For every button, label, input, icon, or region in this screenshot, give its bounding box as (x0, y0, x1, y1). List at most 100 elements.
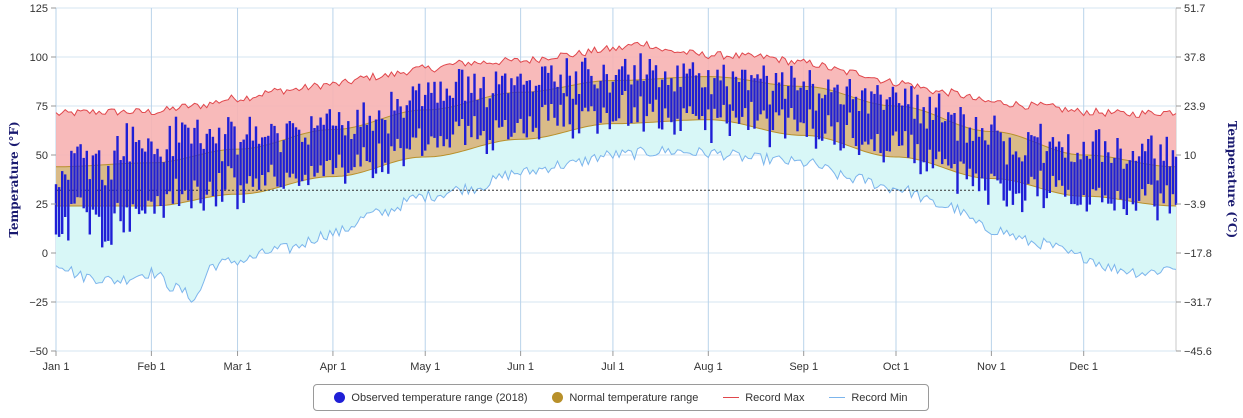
observed-bar (565, 58, 568, 97)
observed-bar (436, 102, 439, 148)
record-max-line (55, 40, 1177, 118)
observed-bar (907, 104, 910, 158)
observed-bar (285, 123, 288, 173)
observed-bar (928, 96, 931, 150)
observed-bar (830, 92, 833, 127)
x-tick-label: Mar 1 (223, 361, 251, 373)
observed-bar (528, 80, 531, 117)
observed-bar (1137, 156, 1141, 201)
observed-bar (888, 97, 891, 152)
observed-bar (891, 86, 895, 136)
observed-bar (971, 140, 975, 187)
observed-range-bars (54, 53, 1178, 248)
observed-bar (645, 74, 648, 117)
observed-bar (328, 109, 331, 161)
y2-tick-label: −17.8 (1184, 248, 1212, 260)
observed-bar (1008, 137, 1011, 191)
observed-bar (227, 117, 230, 167)
observed-bar (848, 79, 851, 113)
observed-bar (519, 73, 522, 119)
legend-normal-label: Normal temperature range (569, 391, 699, 404)
observed-bar (251, 140, 255, 187)
observed-bar (1064, 157, 1067, 197)
x-tick-label: Dec 1 (1069, 361, 1098, 373)
observed-bar (654, 65, 658, 100)
legend-item-record-min[interactable]: Record Min (829, 392, 908, 404)
observed-bar (1039, 123, 1042, 171)
observed-bar (1027, 132, 1030, 184)
x-tick-label: Nov 1 (977, 361, 1006, 373)
observed-bar (368, 115, 371, 163)
observed-bar (282, 140, 285, 189)
observed-bar (1122, 168, 1125, 210)
observed-bar (919, 123, 922, 175)
observed-bar (894, 92, 898, 132)
observed-bar (301, 141, 304, 182)
observed-bar (1082, 141, 1085, 195)
observed-bar (279, 152, 282, 188)
observed-bar (990, 124, 993, 174)
observed-bar (1162, 160, 1165, 204)
legend-observed-marker (334, 392, 346, 403)
observed-bar (956, 140, 959, 194)
observed-bar (119, 160, 122, 222)
observed-bar (793, 77, 796, 120)
observed-bar (199, 143, 202, 204)
observed-bar (377, 110, 381, 144)
observed-bar (454, 81, 458, 122)
observed-bar (396, 99, 399, 139)
legend-record-max-marker (723, 397, 740, 398)
observed-bar (344, 135, 347, 184)
observed-bar (1131, 151, 1135, 205)
observed-bar (144, 151, 147, 214)
observed-bar (507, 93, 510, 140)
observed-bar (153, 154, 156, 214)
legend-item-observed[interactable]: Observed temperature range (2018) (334, 392, 528, 404)
observed-bar (1051, 137, 1055, 176)
observed-bar (897, 103, 901, 146)
observed-bar (771, 90, 775, 131)
x-tick-label: Aug 1 (694, 361, 723, 373)
observed-bar (685, 73, 688, 113)
x-tick-label: Jul 1 (601, 361, 624, 373)
observed-bar (1045, 151, 1048, 199)
observed-bar (1002, 141, 1005, 201)
observed-bar (977, 136, 981, 192)
observed-bar (630, 84, 633, 124)
observed-bar (387, 133, 390, 174)
observed-bar (427, 82, 430, 145)
observed-bar (451, 97, 455, 135)
observed-bar (550, 65, 553, 104)
observed-bar (950, 114, 953, 169)
observed-bar (424, 94, 427, 151)
legend-item-normal[interactable]: Normal temperature range (552, 392, 698, 404)
observed-bar (497, 84, 501, 128)
observed-bar (922, 107, 925, 163)
observed-bar (516, 76, 519, 123)
observed-bar (371, 130, 375, 179)
observed-bar (559, 74, 562, 105)
legend-item-record-max[interactable]: Record Max (723, 392, 804, 404)
observed-bar (156, 148, 159, 197)
observed-bar (1024, 155, 1027, 201)
observed-bar (697, 73, 701, 120)
observed-bar (137, 140, 141, 215)
observed-bar (1156, 180, 1159, 221)
observed-bar (245, 134, 248, 184)
observed-bar (211, 136, 215, 196)
observed-bar (1097, 129, 1101, 188)
legend-record-min-marker (829, 397, 846, 398)
observed-bar (362, 102, 365, 148)
observed-bar (544, 66, 547, 105)
observed-bar (294, 127, 298, 179)
observed-bar (467, 76, 470, 126)
observed-bar (141, 148, 144, 211)
observed-bar (562, 93, 565, 127)
observed-bar (882, 109, 885, 163)
observed-bar (556, 86, 559, 126)
observed-bar (814, 110, 818, 149)
observed-bar (381, 118, 384, 173)
observed-bar (750, 75, 753, 102)
legend-record-max-label: Record Max (745, 391, 805, 404)
observed-bar (836, 84, 839, 123)
